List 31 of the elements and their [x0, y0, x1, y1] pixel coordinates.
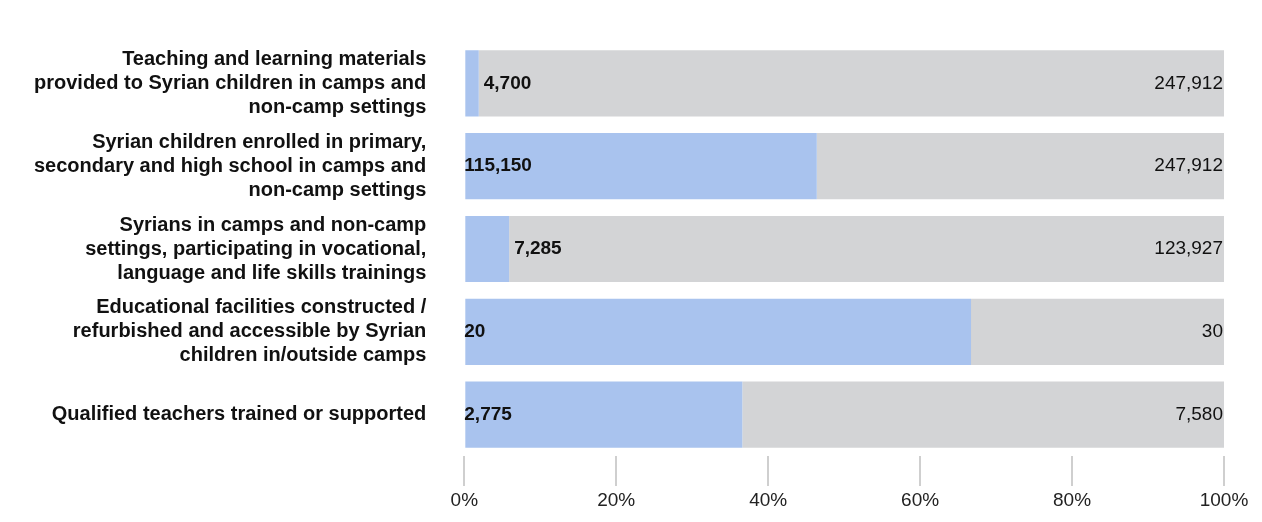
annotation: 30 — [1201, 320, 1223, 342]
y-tick-label: Teaching and learning materials provided to Syrian children in camps and non-camp settings — [33, 46, 427, 117]
bar — [742, 381, 1224, 448]
annotation: 20 — [464, 320, 486, 342]
bar — [465, 50, 479, 117]
annotation: 7,580 — [1175, 402, 1223, 424]
bar — [465, 133, 817, 200]
x-tick-label: 40% — [749, 488, 788, 510]
x-tick-label: 20% — [597, 488, 636, 510]
annotation: 2,775 — [464, 402, 513, 424]
annotation: 4,700 — [483, 71, 532, 93]
y-tick-label: Syrian children enrolled in primary, secondary and high school in camps and non-camp settings — [33, 129, 427, 200]
bar — [478, 50, 1224, 117]
annotation: 247,912 — [1154, 154, 1223, 176]
y-tick-label: Syrians in camps and non-camp settings, participating in vocational, language and life skills trainings — [85, 212, 427, 283]
bar — [465, 381, 743, 448]
bar — [465, 298, 972, 365]
x-tick-label: 60% — [901, 488, 940, 510]
annotation: 247,912 — [1154, 71, 1223, 93]
bar — [971, 298, 1224, 365]
bar — [509, 215, 1224, 283]
bar — [465, 215, 510, 283]
x-tick-label: 80% — [1053, 488, 1092, 510]
annotation: 123,927 — [1154, 237, 1223, 259]
x-tick-label: 100% — [1199, 488, 1249, 510]
x-tick-label: 0% — [450, 488, 479, 510]
y-tick-label: Educational facilities constructed / refurbished and accessible by Syrian children in/outside camps — [72, 295, 427, 366]
y-tick-label: Qualified teachers trained or supported — [51, 402, 427, 425]
annotation: 115,150 — [464, 154, 532, 176]
annotation: 7,285 — [514, 237, 563, 259]
bar — [816, 133, 1224, 200]
